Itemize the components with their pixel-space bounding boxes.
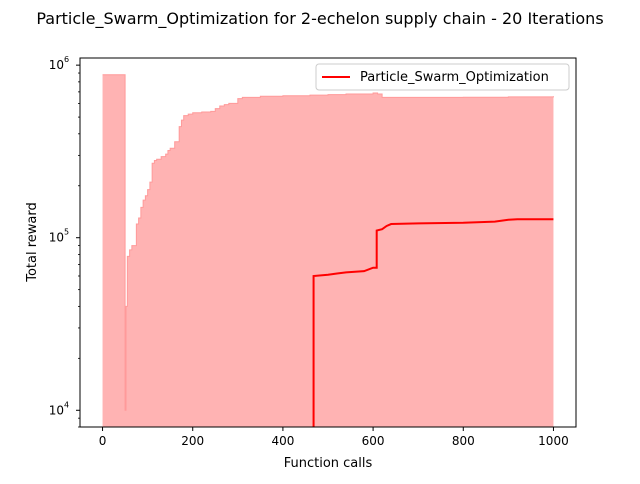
band-fill [102, 74, 554, 427]
x-axis-label: Function calls [284, 456, 373, 471]
y-tick-label: 10 [49, 231, 64, 245]
y-tick-exponent: 5 [64, 228, 69, 237]
y-tick-label: 10 [49, 58, 64, 72]
legend-box [315, 63, 570, 91]
y-axis-label: Total reward [25, 202, 40, 283]
x-tick-label: 800 [452, 434, 475, 448]
x-tick-label: 400 [271, 434, 294, 448]
plot-area [102, 74, 554, 427]
y-tick-label: 10 [49, 403, 64, 417]
band-upper-edge [102, 74, 554, 411]
series-layer [312, 218, 554, 427]
legend-label: Particle_Swarm_Optimization [360, 70, 549, 85]
axes-frame [79, 57, 577, 428]
x-tick-label: 600 [362, 434, 385, 448]
min-max-band [102, 74, 554, 427]
series-line-0 [312, 218, 554, 427]
x-tick-label: 1000 [538, 434, 569, 448]
y-tick-exponent: 6 [64, 55, 69, 64]
x-tick-label: 200 [181, 434, 204, 448]
x-axis-ticks: 0 200 400 600 800 1000 [99, 427, 569, 448]
x-tick-label: 0 [99, 434, 107, 448]
legend: Particle_Swarm_Optimization [315, 63, 570, 91]
chart-title: Particle_Swarm_Optimization for 2-echelo… [36, 9, 603, 29]
y-tick-exponent: 4 [64, 400, 69, 409]
